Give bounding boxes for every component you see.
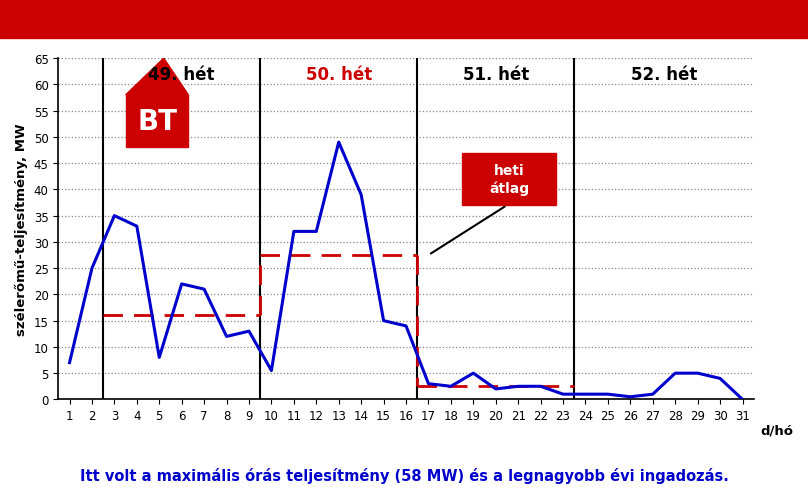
Text: heti
átlag: heti átlag	[489, 163, 529, 196]
Text: d/hó: d/hó	[760, 424, 793, 436]
Text: 51. hét: 51. hét	[463, 66, 529, 84]
Polygon shape	[125, 59, 188, 96]
Text: BT: BT	[137, 108, 177, 136]
Text: 50. hét: 50. hét	[305, 66, 372, 84]
Bar	[125, 96, 188, 148]
Text: 49. hét: 49. hét	[149, 66, 215, 84]
Bar	[462, 153, 557, 206]
Text: 52. hét: 52. hét	[631, 66, 697, 84]
Y-axis label: szélerőmű-teljesítmény, MW: szélerőmű-teljesítmény, MW	[15, 123, 28, 335]
Text: Itt volt a maximális órás teljesítmény (58 MW) és a legnagyobb évi ingadozás.: Itt volt a maximális órás teljesítmény (…	[79, 467, 729, 483]
